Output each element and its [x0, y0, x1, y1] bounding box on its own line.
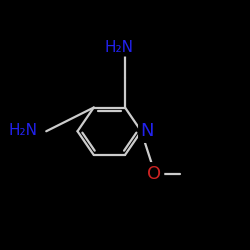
Text: N: N	[141, 122, 154, 140]
Text: H₂N: H₂N	[104, 40, 133, 55]
Text: H₂N: H₂N	[8, 123, 37, 138]
Text: O: O	[148, 165, 162, 183]
